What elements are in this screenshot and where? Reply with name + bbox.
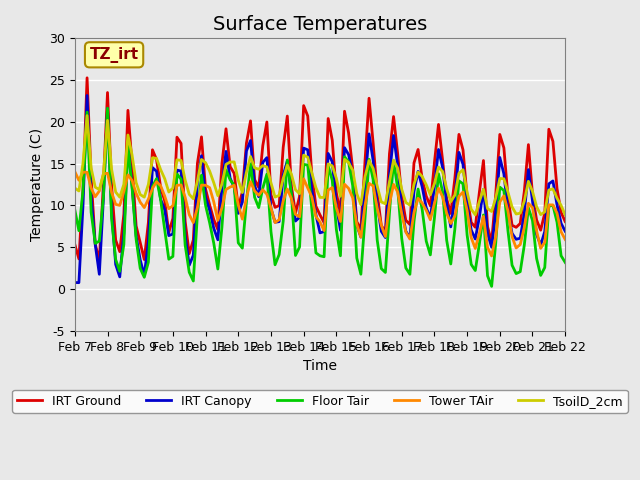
IRT Canopy	[287, 192, 295, 197]
IRT Ground	[128, 161, 136, 167]
IRT Ground	[95, 258, 103, 264]
IRT Ground	[71, 241, 79, 247]
IRT Ground	[410, 160, 418, 166]
Text: TZ_irt: TZ_irt	[90, 47, 139, 63]
Tower TAir	[378, 222, 385, 228]
IRT Ground	[386, 151, 394, 156]
Floor Tair	[284, 157, 291, 163]
Line: IRT Canopy: IRT Canopy	[75, 96, 565, 283]
IRT Ground	[561, 219, 569, 225]
TsoilD_2cm	[532, 204, 540, 209]
Floor Tair	[104, 105, 111, 111]
Floor Tair	[189, 278, 197, 284]
IRT Canopy	[193, 179, 201, 185]
IRT Canopy	[561, 228, 569, 234]
TsoilD_2cm	[83, 113, 91, 119]
IRT Ground	[193, 160, 201, 166]
Tower TAir	[71, 169, 79, 175]
TsoilD_2cm	[381, 201, 389, 207]
Floor Tair	[124, 143, 132, 149]
Legend: IRT Ground, IRT Canopy, Floor Tair, Tower TAir, TsoilD_2cm: IRT Ground, IRT Canopy, Floor Tair, Towe…	[12, 390, 628, 413]
IRT Canopy	[410, 189, 418, 194]
TsoilD_2cm	[406, 202, 413, 208]
TsoilD_2cm	[284, 162, 291, 168]
Floor Tair	[488, 284, 495, 289]
IRT Canopy	[386, 172, 394, 178]
TsoilD_2cm	[561, 212, 569, 218]
Floor Tair	[561, 260, 569, 265]
IRT Ground	[287, 183, 295, 189]
Line: Tower TAir: Tower TAir	[75, 172, 565, 256]
Line: TsoilD_2cm: TsoilD_2cm	[75, 116, 565, 215]
IRT Canopy	[537, 242, 545, 248]
IRT Canopy	[128, 182, 136, 188]
IRT Canopy	[83, 93, 91, 98]
Tower TAir	[120, 189, 128, 194]
Floor Tair	[537, 273, 545, 278]
Floor Tair	[381, 270, 389, 276]
TsoilD_2cm	[71, 185, 79, 191]
TsoilD_2cm	[124, 132, 132, 138]
Line: IRT Ground: IRT Ground	[75, 78, 565, 261]
IRT Canopy	[75, 280, 83, 286]
Y-axis label: Temperature (C): Temperature (C)	[29, 128, 44, 241]
Tower TAir	[532, 228, 540, 234]
Tower TAir	[488, 253, 495, 259]
X-axis label: Time: Time	[303, 359, 337, 373]
Title: Surface Temperatures: Surface Temperatures	[213, 15, 427, 34]
TsoilD_2cm	[189, 196, 197, 202]
IRT Ground	[537, 227, 545, 233]
Floor Tair	[406, 271, 413, 277]
IRT Ground	[83, 75, 91, 81]
Tower TAir	[280, 198, 287, 204]
Line: Floor Tair: Floor Tair	[75, 108, 565, 287]
Tower TAir	[402, 229, 410, 235]
Tower TAir	[561, 237, 569, 242]
IRT Canopy	[71, 280, 79, 286]
Floor Tair	[71, 207, 79, 213]
Tower TAir	[186, 212, 193, 217]
